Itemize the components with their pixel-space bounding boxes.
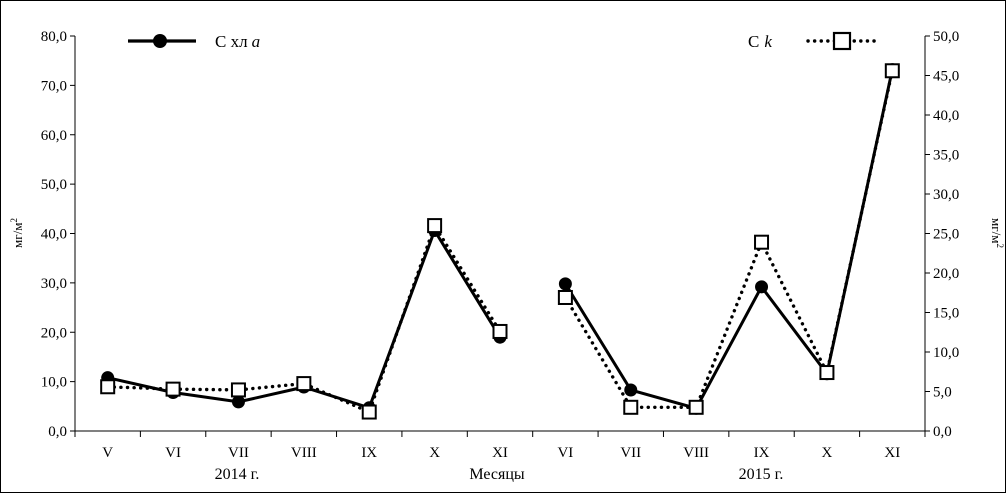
- y-right-tick-label: 40,0: [933, 108, 959, 124]
- y-left-label-sup: 2: [9, 218, 19, 223]
- y-right-tick-label: 30,0: [933, 187, 959, 203]
- legend-label-1-name: С хл: [215, 32, 248, 51]
- x-tick-label: VII: [620, 445, 641, 461]
- group-label-2014: 2014 г.: [215, 466, 260, 483]
- x-tick-label: VIII: [683, 445, 709, 461]
- x-axis-title: Месяцы: [469, 466, 525, 483]
- series-2-point: [361, 404, 377, 420]
- series-1-point: [558, 277, 572, 291]
- legend-label-1: С хл a: [215, 32, 260, 51]
- x-tick-label: X: [822, 445, 833, 461]
- series-layer: [100, 63, 900, 420]
- series-2-point: [427, 218, 443, 234]
- legend-marker-circle: [153, 34, 167, 48]
- x-tick-label: X: [429, 445, 440, 461]
- axes: 0,0 10,0 20,0 30,0 40,0 50,0 60,0 70,0 80,0 0,0 5,…: [41, 29, 960, 461]
- y-left-label: мг/м: [10, 223, 25, 248]
- y-right-label: мг/м: [989, 218, 1004, 243]
- x-tick-label: XI: [492, 445, 508, 461]
- series-2-point: [884, 63, 900, 79]
- series-1-point: [231, 395, 245, 409]
- y-left-tick-label: 10,0: [41, 375, 67, 391]
- y-left-tick-label: 80,0: [41, 29, 67, 45]
- series-2-point: [557, 289, 573, 305]
- y-left-tick-label: 20,0: [41, 325, 67, 341]
- series-2-point: [688, 399, 704, 415]
- y-right-tick-label: 20,0: [933, 266, 959, 282]
- x-tick-label: IX: [361, 445, 377, 461]
- series-2-point: [623, 399, 639, 415]
- y-right-tick-label: 25,0: [933, 227, 959, 243]
- series-1-point: [755, 280, 769, 294]
- series-1-point: [624, 383, 638, 397]
- legend-series-1: С хл a: [128, 32, 260, 51]
- x-tick-label: IX: [754, 445, 770, 461]
- y-right-axis-title: мг/м2: [989, 218, 1005, 248]
- legend-marker-square: [832, 31, 852, 51]
- series-2-point: [754, 234, 770, 250]
- y-left-tick-label: 50,0: [41, 177, 67, 193]
- series-2-point: [100, 379, 116, 395]
- y-right-tick-label: 15,0: [933, 306, 959, 322]
- legend-label-2-italic: k: [764, 32, 772, 51]
- x-tick-label: V: [102, 445, 113, 461]
- legend-label-1-italic: a: [252, 32, 261, 51]
- x-tick-label: XI: [884, 445, 900, 461]
- group-label-2015: 2015 г.: [739, 466, 784, 483]
- series-2: [100, 63, 900, 420]
- y-right-tick-label: 50,0: [933, 29, 959, 45]
- x-tick-label: VI: [165, 445, 181, 461]
- y-right-tick-label: 0,0: [933, 424, 952, 440]
- y-left-tick-label: 70,0: [41, 78, 67, 94]
- series-2-point: [165, 381, 181, 397]
- y-right-tick-label: 35,0: [933, 148, 959, 164]
- y-left-tick-label: 40,0: [41, 227, 67, 243]
- x-tick-label: VII: [228, 445, 249, 461]
- x-tick-label: VIII: [291, 445, 317, 461]
- y-right-tick-label: 5,0: [933, 385, 952, 401]
- y-left-axis-title: мг/м2: [9, 218, 25, 248]
- x-tick-label: VI: [557, 445, 573, 461]
- y-right-label-sup: 2: [995, 243, 1005, 248]
- y-right-tick-label: 45,0: [933, 69, 959, 85]
- series-2-point: [230, 382, 246, 398]
- y-right-tick-label: 10,0: [933, 345, 959, 361]
- series-2-point: [819, 365, 835, 381]
- series-2-point: [296, 376, 312, 392]
- series-2-line: [563, 69, 894, 409]
- y-left-tick-label: 0,0: [48, 424, 67, 440]
- series-2-point: [492, 323, 508, 339]
- legend-label-2-name: С: [748, 32, 759, 51]
- y-left-tick-label: 30,0: [41, 276, 67, 292]
- y-left-tick-label: 60,0: [41, 128, 67, 144]
